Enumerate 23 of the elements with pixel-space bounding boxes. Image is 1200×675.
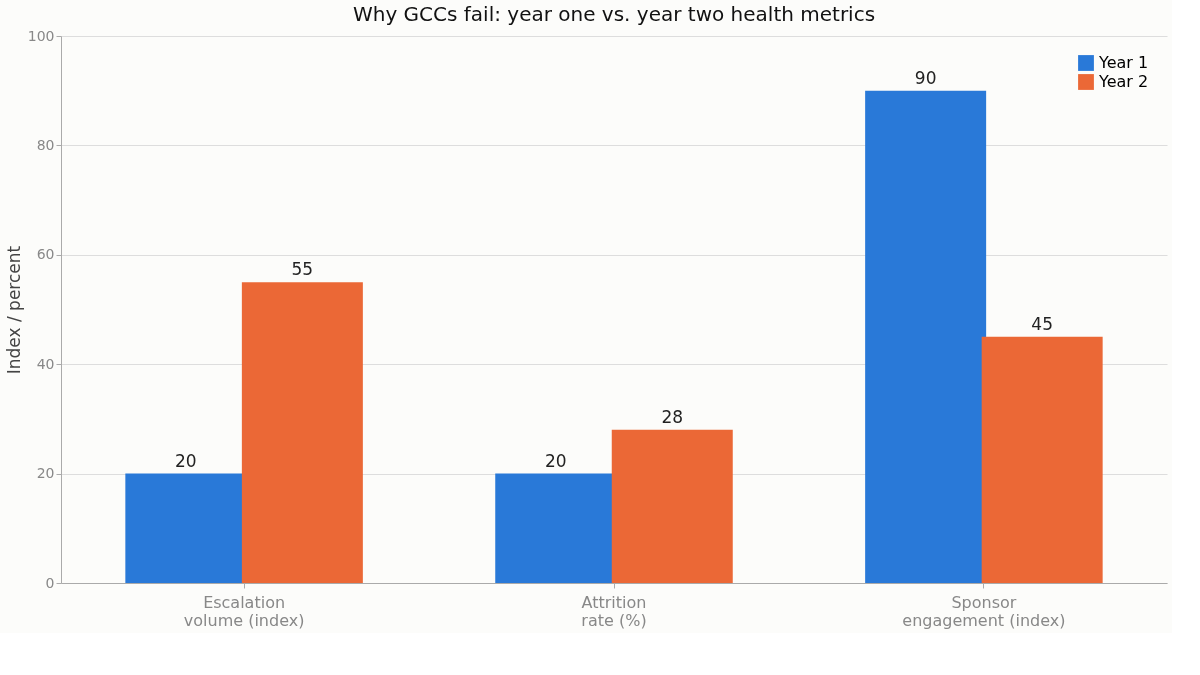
x-tick-label: Attrition rate (%)	[581, 592, 647, 630]
data-label: 90	[914, 67, 937, 88]
x-tick-label: Sponsor engagement (index)	[902, 592, 1066, 630]
x-tick-label: Escalation volume (index)	[183, 592, 305, 630]
bar	[865, 90, 987, 583]
bar	[611, 429, 733, 583]
bar	[241, 282, 363, 583]
y-tick-label: 80	[36, 136, 55, 153]
data-label: 45	[1031, 313, 1053, 334]
y-tick-label: 40	[36, 355, 55, 372]
y-tick-label: 100	[27, 27, 55, 44]
y-tick-label: 60	[36, 246, 55, 263]
legend-label: Year 2	[1098, 72, 1149, 91]
y-axis-title: Index / percent	[3, 245, 24, 375]
y-tick-label: 20	[36, 465, 55, 482]
data-label: 55	[291, 259, 314, 280]
data-label: 28	[661, 406, 684, 427]
bar	[981, 336, 1103, 583]
legend-label: Year 1	[1098, 53, 1149, 72]
data-label: 20	[175, 450, 197, 471]
data-label: 20	[544, 450, 567, 471]
y-tick-label: 0	[45, 574, 55, 591]
chart-title: Why GCCs fail: year one vs. year two health metrics	[352, 2, 876, 26]
